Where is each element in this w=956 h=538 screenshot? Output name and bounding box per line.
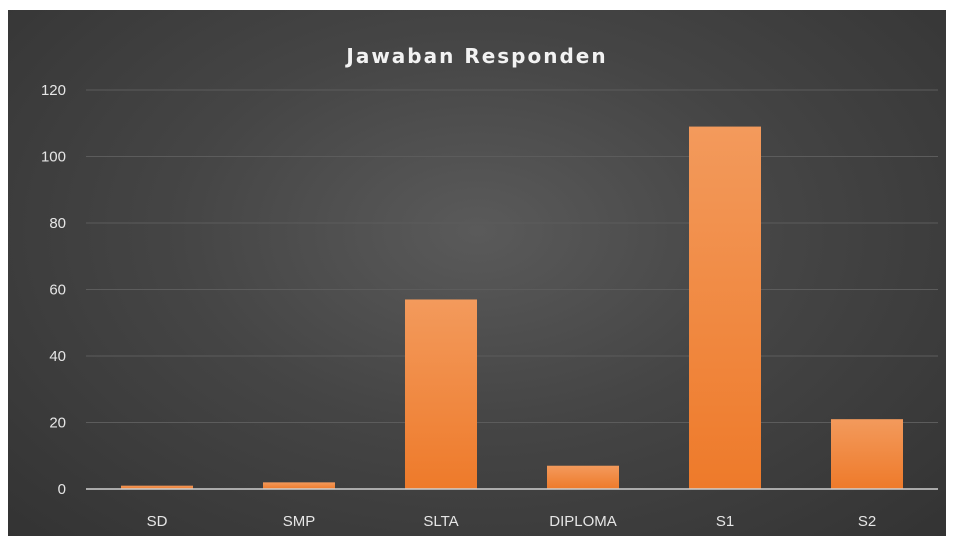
y-tick-labels: 0 20 40 60 80 100 120: [41, 82, 66, 498]
x-tick-labels: SD SMP SLTA DIPLOMA S1 S2: [147, 513, 877, 530]
chart-title: Jawaban Responden: [346, 44, 608, 68]
y-tick-label: 60: [49, 282, 66, 299]
y-tick-label: 40: [49, 348, 66, 365]
y-tick-label: 0: [58, 481, 66, 498]
bar-smp: [263, 482, 335, 489]
x-tick-label: SMP: [283, 513, 316, 530]
bar-s1: [689, 126, 761, 489]
y-tick-label: 100: [41, 149, 66, 166]
x-tick-label: SD: [147, 513, 168, 530]
y-tick-label: 120: [41, 82, 66, 99]
x-tick-label: DIPLOMA: [549, 513, 617, 530]
x-tick-label: S2: [858, 513, 876, 530]
x-tick-label: S1: [716, 513, 734, 530]
bar-s2: [831, 419, 903, 489]
bar-chart: 0 20 40 60 80 100 120 SD SMP SLTA DIPLOMA S1 S2: [41, 82, 938, 530]
y-tick-label: 20: [49, 415, 66, 432]
y-tick-label: 80: [49, 215, 66, 232]
bars: [121, 126, 903, 489]
bar-slta: [405, 299, 477, 489]
bar-sd: [121, 485, 193, 489]
x-tick-label: SLTA: [423, 513, 458, 530]
gridlines: [86, 89, 938, 423]
chart-area: Jawaban Responden 0 20 40 60 80 100 120 SD SMP S…: [8, 10, 946, 536]
bar-diploma: [547, 465, 619, 489]
